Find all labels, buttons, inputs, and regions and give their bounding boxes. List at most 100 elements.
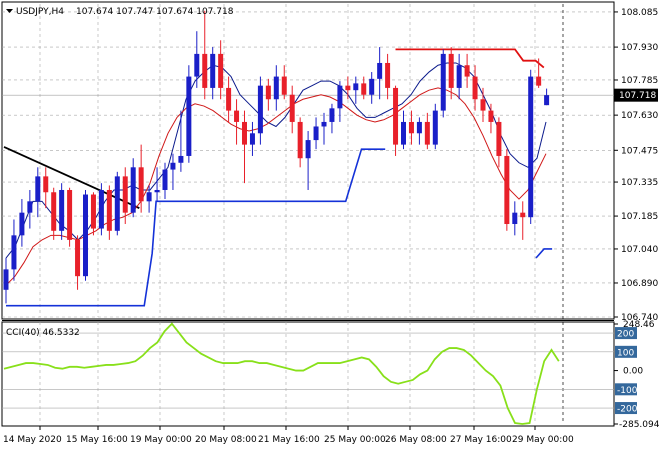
symbol-label[interactable]: USDJPY,H4: [16, 7, 64, 17]
bull-candle: [249, 133, 255, 145]
step-stop-line: [6, 148, 386, 307]
price-tick-label: 107.040: [621, 245, 658, 255]
time-tick-label: 29 May 00:00: [512, 435, 574, 445]
bear-candle: [226, 87, 232, 111]
bear-candle: [361, 83, 367, 95]
price-tick-label: 107.630: [621, 111, 658, 121]
bull-candle: [210, 53, 216, 88]
cci-tick-label: -285.094: [619, 420, 660, 430]
bear-candle: [488, 110, 494, 122]
bull-candle: [19, 212, 25, 236]
cci-level-badge-label: -200: [617, 405, 638, 415]
ma-slow-line: [5, 87, 547, 286]
bear-candle: [122, 176, 128, 213]
cci-level-badge: [615, 402, 637, 415]
time-tick-label: 25 May 00:00: [324, 435, 386, 445]
bear-candle: [520, 212, 526, 218]
bull-candle: [273, 76, 279, 100]
bear-candle: [448, 53, 454, 88]
price-tick-label: 107.785: [621, 76, 658, 86]
cci-plot: [3, 322, 560, 425]
bull-candle: [178, 155, 184, 163]
bear-candle: [51, 192, 57, 231]
cci-level-badge-label: -100: [617, 386, 638, 396]
bull-candle: [512, 212, 518, 225]
bear-candle: [393, 87, 399, 145]
time-tick-label: 15 May 16:00: [66, 435, 128, 445]
cci-panel-frame: [1, 321, 615, 427]
bull-candle: [432, 110, 438, 145]
cci-level-badge-label: 200: [617, 330, 634, 340]
bull-candle: [257, 85, 263, 134]
bull-candle: [544, 95, 550, 106]
bear-candle: [242, 121, 247, 145]
bear-candle: [472, 76, 478, 100]
bear-candle: [464, 65, 470, 77]
bear-candle: [504, 155, 510, 225]
bear-candle: [202, 53, 208, 88]
price-axis: 108.085 107.930 107.785 107.630 107.475 107.3…: [614, 8, 658, 323]
bear-candle: [265, 85, 271, 100]
price-tick-label: 107.475: [621, 146, 658, 156]
time-tick-label: 14 May 2020: [3, 435, 62, 445]
bull-candle: [194, 53, 200, 77]
bear-candle: [106, 189, 112, 231]
cci-indicator-label: CCI(40) 46.5332: [6, 328, 80, 338]
ohlc-values: 107.674 107.747 107.674 107.718: [76, 7, 234, 17]
bull-candle: [305, 140, 311, 159]
bull-candle: [27, 201, 33, 213]
bull-candle: [321, 121, 327, 127]
bear-candle: [289, 94, 295, 122]
cci-level-badge: [615, 327, 637, 340]
bear-candle: [281, 76, 287, 95]
bull-candle: [416, 121, 422, 134]
ma-fast-line: [5, 62, 547, 259]
svg-text:107.718: 107.718: [619, 91, 656, 101]
bull-candle: [130, 167, 136, 213]
step-stop-line-tail: [535, 248, 553, 259]
cci-level-badge-label: 100: [617, 348, 634, 358]
bear-candle: [345, 85, 351, 91]
bear-candle: [297, 121, 303, 159]
bull-candle: [528, 76, 534, 218]
bull-candle: [3, 269, 9, 290]
cci-level-badge: [615, 383, 637, 396]
time-tick-label: 20 May 08:00: [195, 435, 257, 445]
cci-axis: 200 100 -100 -200 248.46 0.00 -285.094: [614, 320, 660, 430]
bull-candle: [154, 189, 160, 193]
cci-tick-label: 248.46: [623, 320, 655, 330]
bull-candle: [83, 194, 88, 277]
time-tick-label: 27 May 16:00: [450, 435, 512, 445]
bull-candle: [98, 189, 104, 229]
bear-candle: [496, 121, 502, 156]
time-tick-label: 19 May 00:00: [130, 435, 192, 445]
cci-tick-label: 0.00: [623, 367, 643, 377]
bear-candle: [67, 189, 73, 240]
bull-candle: [377, 62, 383, 79]
symbol-dropdown-icon[interactable]: [6, 9, 13, 13]
bull-candle: [401, 121, 406, 145]
price-tick-label: 106.740: [621, 313, 658, 323]
bear-candle: [138, 167, 144, 202]
current-price-badge: 107.718: [614, 88, 658, 102]
time-tick-label: 26 May 08:00: [385, 435, 447, 445]
bull-candle: [114, 176, 120, 231]
bear-candle: [408, 121, 414, 134]
cci-line: [3, 322, 560, 425]
bull-candle: [59, 189, 65, 231]
bull-candle: [162, 169, 168, 190]
bull-candle: [440, 53, 446, 111]
gridlines: [2, 4, 614, 424]
price-plot: [3, 10, 553, 307]
bull-candle: [146, 192, 152, 202]
cci-level-badge: [615, 345, 637, 358]
bear-candle: [480, 99, 486, 111]
bear-candle: [536, 76, 542, 86]
bear-candle: [234, 110, 240, 122]
price-tick-label: 107.930: [621, 43, 658, 53]
bull-candle: [353, 83, 359, 91]
time-tick-label: 21 May 16:00: [258, 435, 320, 445]
bull-candle: [11, 235, 17, 270]
price-tick-label: 108.085: [621, 8, 658, 18]
